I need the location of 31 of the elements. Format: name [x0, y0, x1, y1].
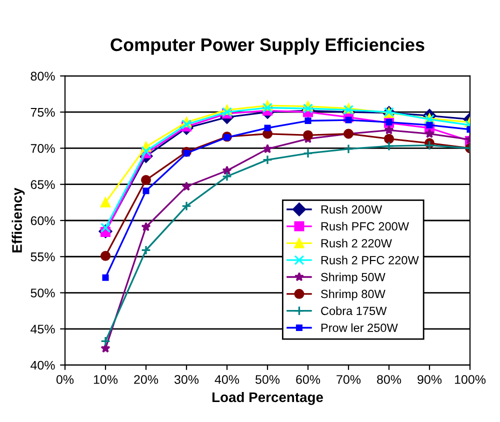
legend-label: Prow ler 250W [321, 323, 398, 332]
chart-title: Computer Power Supply Efficiencies [110, 38, 424, 55]
legend-label: Rush 2 PFC 220W [321, 256, 419, 264]
y-tick-label: 75% [30, 108, 55, 117]
x-tick-label: 100% [454, 375, 486, 384]
y-tick-label: 45% [30, 324, 55, 334]
y-tick-label: 55% [30, 252, 55, 262]
legend-label: Rush PFC 200W [321, 222, 409, 231]
legend-label: Shrimp 50W [321, 272, 386, 284]
legend-label: Rush 2 220W [321, 238, 392, 248]
x-axis-title: Load Percentage [212, 392, 323, 405]
y-tick-label: 80% [30, 72, 55, 81]
x-tick-label: 40% [214, 375, 240, 384]
legend-label: Cobra 175W [321, 306, 387, 316]
legend-label: Shrimp 80W [321, 289, 386, 300]
x-tick-label: 80% [377, 375, 402, 384]
x-tick-label: 50% [255, 375, 280, 384]
x-tick-label: 70% [336, 375, 361, 384]
y-tick-label: 65% [30, 180, 55, 190]
y-tick-label: 50% [30, 288, 55, 298]
x-tick-label: 0% [56, 375, 74, 384]
legend-label: Rush 200W [321, 204, 382, 214]
y-tick-label: 60% [30, 216, 55, 226]
y-tick-label: 70% [30, 144, 55, 153]
x-tick-label: 30% [174, 375, 199, 384]
x-tick-label: 20% [134, 375, 158, 384]
y-axis-title: Efficiency [12, 188, 25, 252]
x-tick-label: 10% [94, 375, 118, 384]
x-tick-label: 90% [418, 375, 442, 384]
y-tick-label: 40% [30, 360, 55, 370]
x-tick-label: 60% [296, 375, 320, 384]
